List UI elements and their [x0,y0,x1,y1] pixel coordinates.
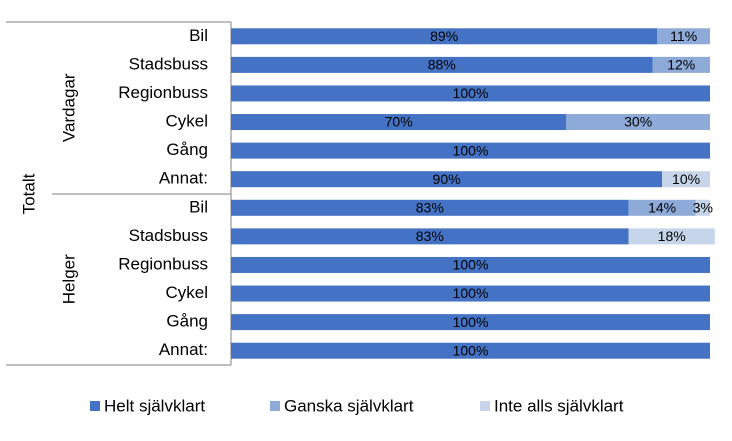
legend-label: Helt självklart [104,396,205,415]
bar-segment [652,56,710,73]
bar-segment [231,285,710,302]
bar-segment [231,114,567,131]
value-label: 88% [428,57,456,73]
value-label: 100% [453,314,489,330]
value-label: 100% [453,285,489,301]
value-label: 83% [416,228,444,244]
bar-segment [231,142,710,159]
bar-segment [695,199,710,216]
category-label: Bil [189,197,208,216]
bar-segment [628,199,696,216]
value-label: 89% [430,28,458,44]
value-label: 83% [416,199,444,215]
category-label: Gång [166,312,208,331]
bar-segment [231,256,710,273]
category-label: Gång [166,140,208,159]
value-label: 30% [624,114,652,130]
category-label: Cykel [165,283,208,302]
bar-segment [657,28,710,45]
value-label: 90% [433,171,461,187]
outer-group-label: Totalt [19,173,38,214]
bar-segment [231,28,658,45]
category-label: Regionbuss [118,83,208,102]
value-label: 100% [453,342,489,358]
legend-swatch [90,401,100,411]
category-label: Annat: [159,169,208,188]
bar-segment [231,314,710,331]
category-label: Annat: [159,340,208,359]
legend-swatch [480,401,490,411]
bar-segment [231,56,653,73]
bar-segment [231,342,710,359]
category-label: Cykel [165,112,208,131]
legend-label: Inte alls självklart [494,396,624,415]
bar-segment [662,171,710,188]
bar-segment [231,228,629,245]
bar-segment [231,171,663,188]
category-label: Regionbuss [118,254,208,273]
category-label: Bil [189,26,208,45]
legend-swatch [270,401,280,411]
group-label: Helger [59,254,78,304]
value-label: 100% [453,257,489,273]
category-label: Stadsbuss [129,226,208,245]
category-label: Stadsbuss [129,54,208,73]
bar-segment [628,228,715,245]
value-label: 14% [648,199,676,215]
value-label: 12% [667,57,695,73]
value-label: 18% [658,228,686,244]
group-label: Vardagar [59,73,78,142]
value-label: 100% [453,85,489,101]
bar-segment [231,199,629,216]
legend-label: Ganska självklart [284,396,414,415]
value-label: 100% [453,142,489,158]
value-label: 3% [693,199,713,215]
value-label: 70% [385,114,413,130]
bar-segment [566,114,710,131]
bar-segment [231,85,710,102]
value-label: 11% [670,28,697,44]
value-label: 10% [672,171,700,187]
